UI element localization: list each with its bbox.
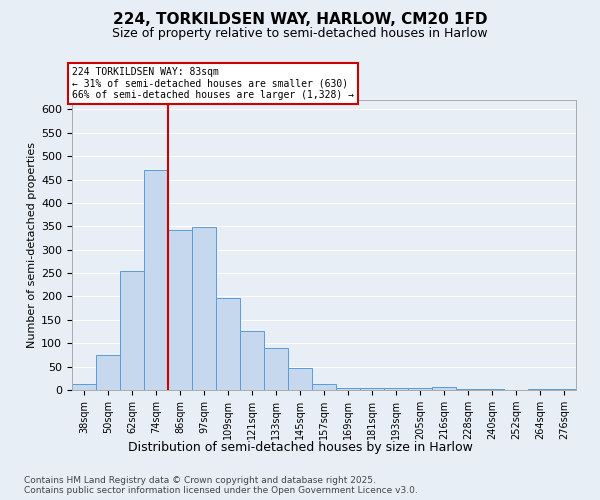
Text: 224, TORKILDSEN WAY, HARLOW, CM20 1FD: 224, TORKILDSEN WAY, HARLOW, CM20 1FD [113,12,487,28]
Bar [384,388,408,390]
Bar [288,368,312,390]
Bar [120,270,144,390]
Bar [216,298,240,390]
Bar [264,348,288,390]
Text: Contains HM Land Registry data © Crown copyright and database right 2025.
Contai: Contains HM Land Registry data © Crown c… [24,476,418,495]
Bar [456,388,480,390]
Bar [168,230,192,390]
Bar [192,227,216,390]
Bar [240,330,264,390]
Text: 224 TORKILDSEN WAY: 83sqm
← 31% of semi-detached houses are smaller (630)
66% of: 224 TORKILDSEN WAY: 83sqm ← 31% of semi-… [72,67,354,100]
Y-axis label: Number of semi-detached properties: Number of semi-detached properties [27,142,37,348]
Bar [72,384,96,390]
Bar [408,388,432,390]
Text: Size of property relative to semi-detached houses in Harlow: Size of property relative to semi-detach… [112,28,488,40]
Bar [144,170,168,390]
Bar [312,384,336,390]
Bar [552,389,576,390]
Text: Distribution of semi-detached houses by size in Harlow: Distribution of semi-detached houses by … [128,441,472,454]
Bar [432,386,456,390]
Bar [528,388,552,390]
Bar [360,388,384,390]
Bar [336,388,360,390]
Bar [96,355,120,390]
Bar [480,388,504,390]
